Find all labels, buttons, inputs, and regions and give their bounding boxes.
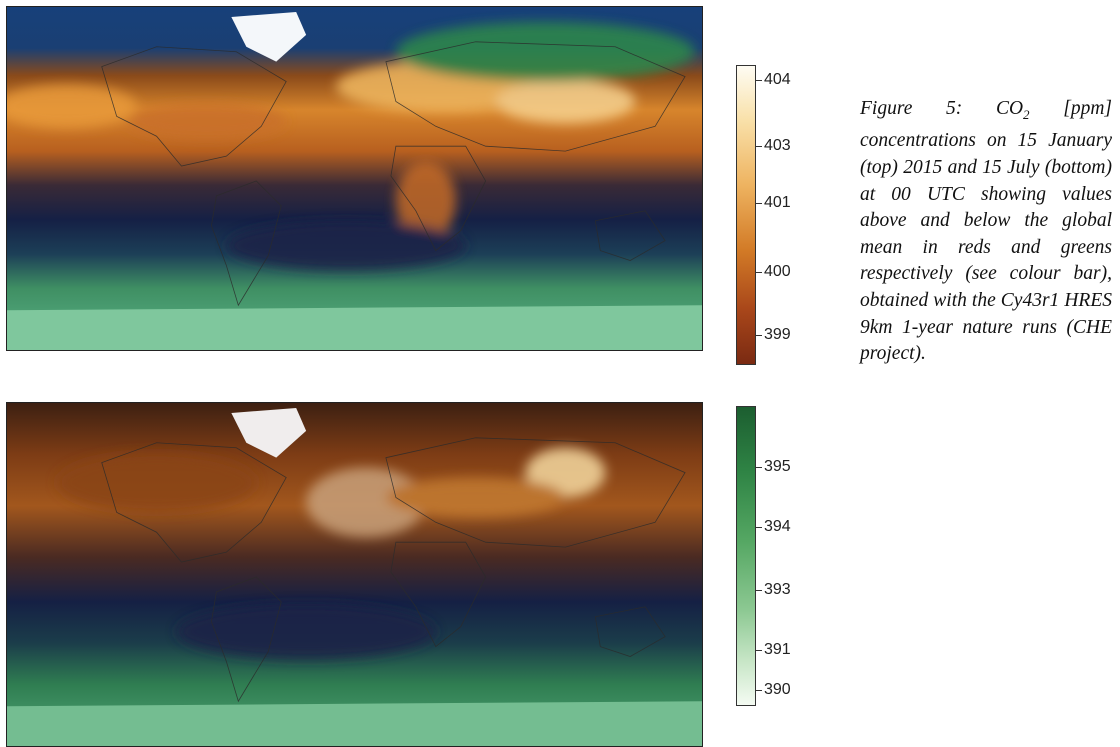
colorbar-tick xyxy=(756,203,762,204)
colorbar-tick xyxy=(756,80,762,81)
caption-prefix: Figure 5: CO xyxy=(860,98,1024,119)
colorbar-tick-label: 391 xyxy=(764,641,791,658)
caption-text: [ppm] concentrations on 15 January (top)… xyxy=(860,98,1112,365)
colorbar-tick xyxy=(756,590,762,591)
colorbar-tick-label: 393 xyxy=(764,581,791,598)
colorbar-tick-label: 390 xyxy=(764,681,791,698)
colorbar-tick xyxy=(756,527,762,528)
colorbar-january xyxy=(736,65,756,365)
co2-map-july xyxy=(6,402,703,747)
colorbar-tick-label: 394 xyxy=(764,518,791,535)
colorbar-tick xyxy=(756,650,762,651)
colorbar-tick xyxy=(756,335,762,336)
colorbar-tick-label: 395 xyxy=(764,458,791,475)
colorbar-tick xyxy=(756,467,762,468)
colorbar-july xyxy=(736,406,756,706)
colorbar-tick-label: 399 xyxy=(764,326,791,343)
figure-caption: Figure 5: CO2 [ppm] concentrations on 15… xyxy=(860,96,1112,368)
colorbar-tick-label: 401 xyxy=(764,194,791,211)
colorbar-tick xyxy=(756,146,762,147)
colorbar-tick-label: 403 xyxy=(764,137,791,154)
colorbar-tick-label: 400 xyxy=(764,263,791,280)
colorbar-tick-label: 404 xyxy=(764,71,791,88)
caption-subscript: 2 xyxy=(1023,106,1030,122)
co2-map-january xyxy=(6,6,703,351)
colorbar-tick xyxy=(756,272,762,273)
colorbar-tick xyxy=(756,690,762,691)
